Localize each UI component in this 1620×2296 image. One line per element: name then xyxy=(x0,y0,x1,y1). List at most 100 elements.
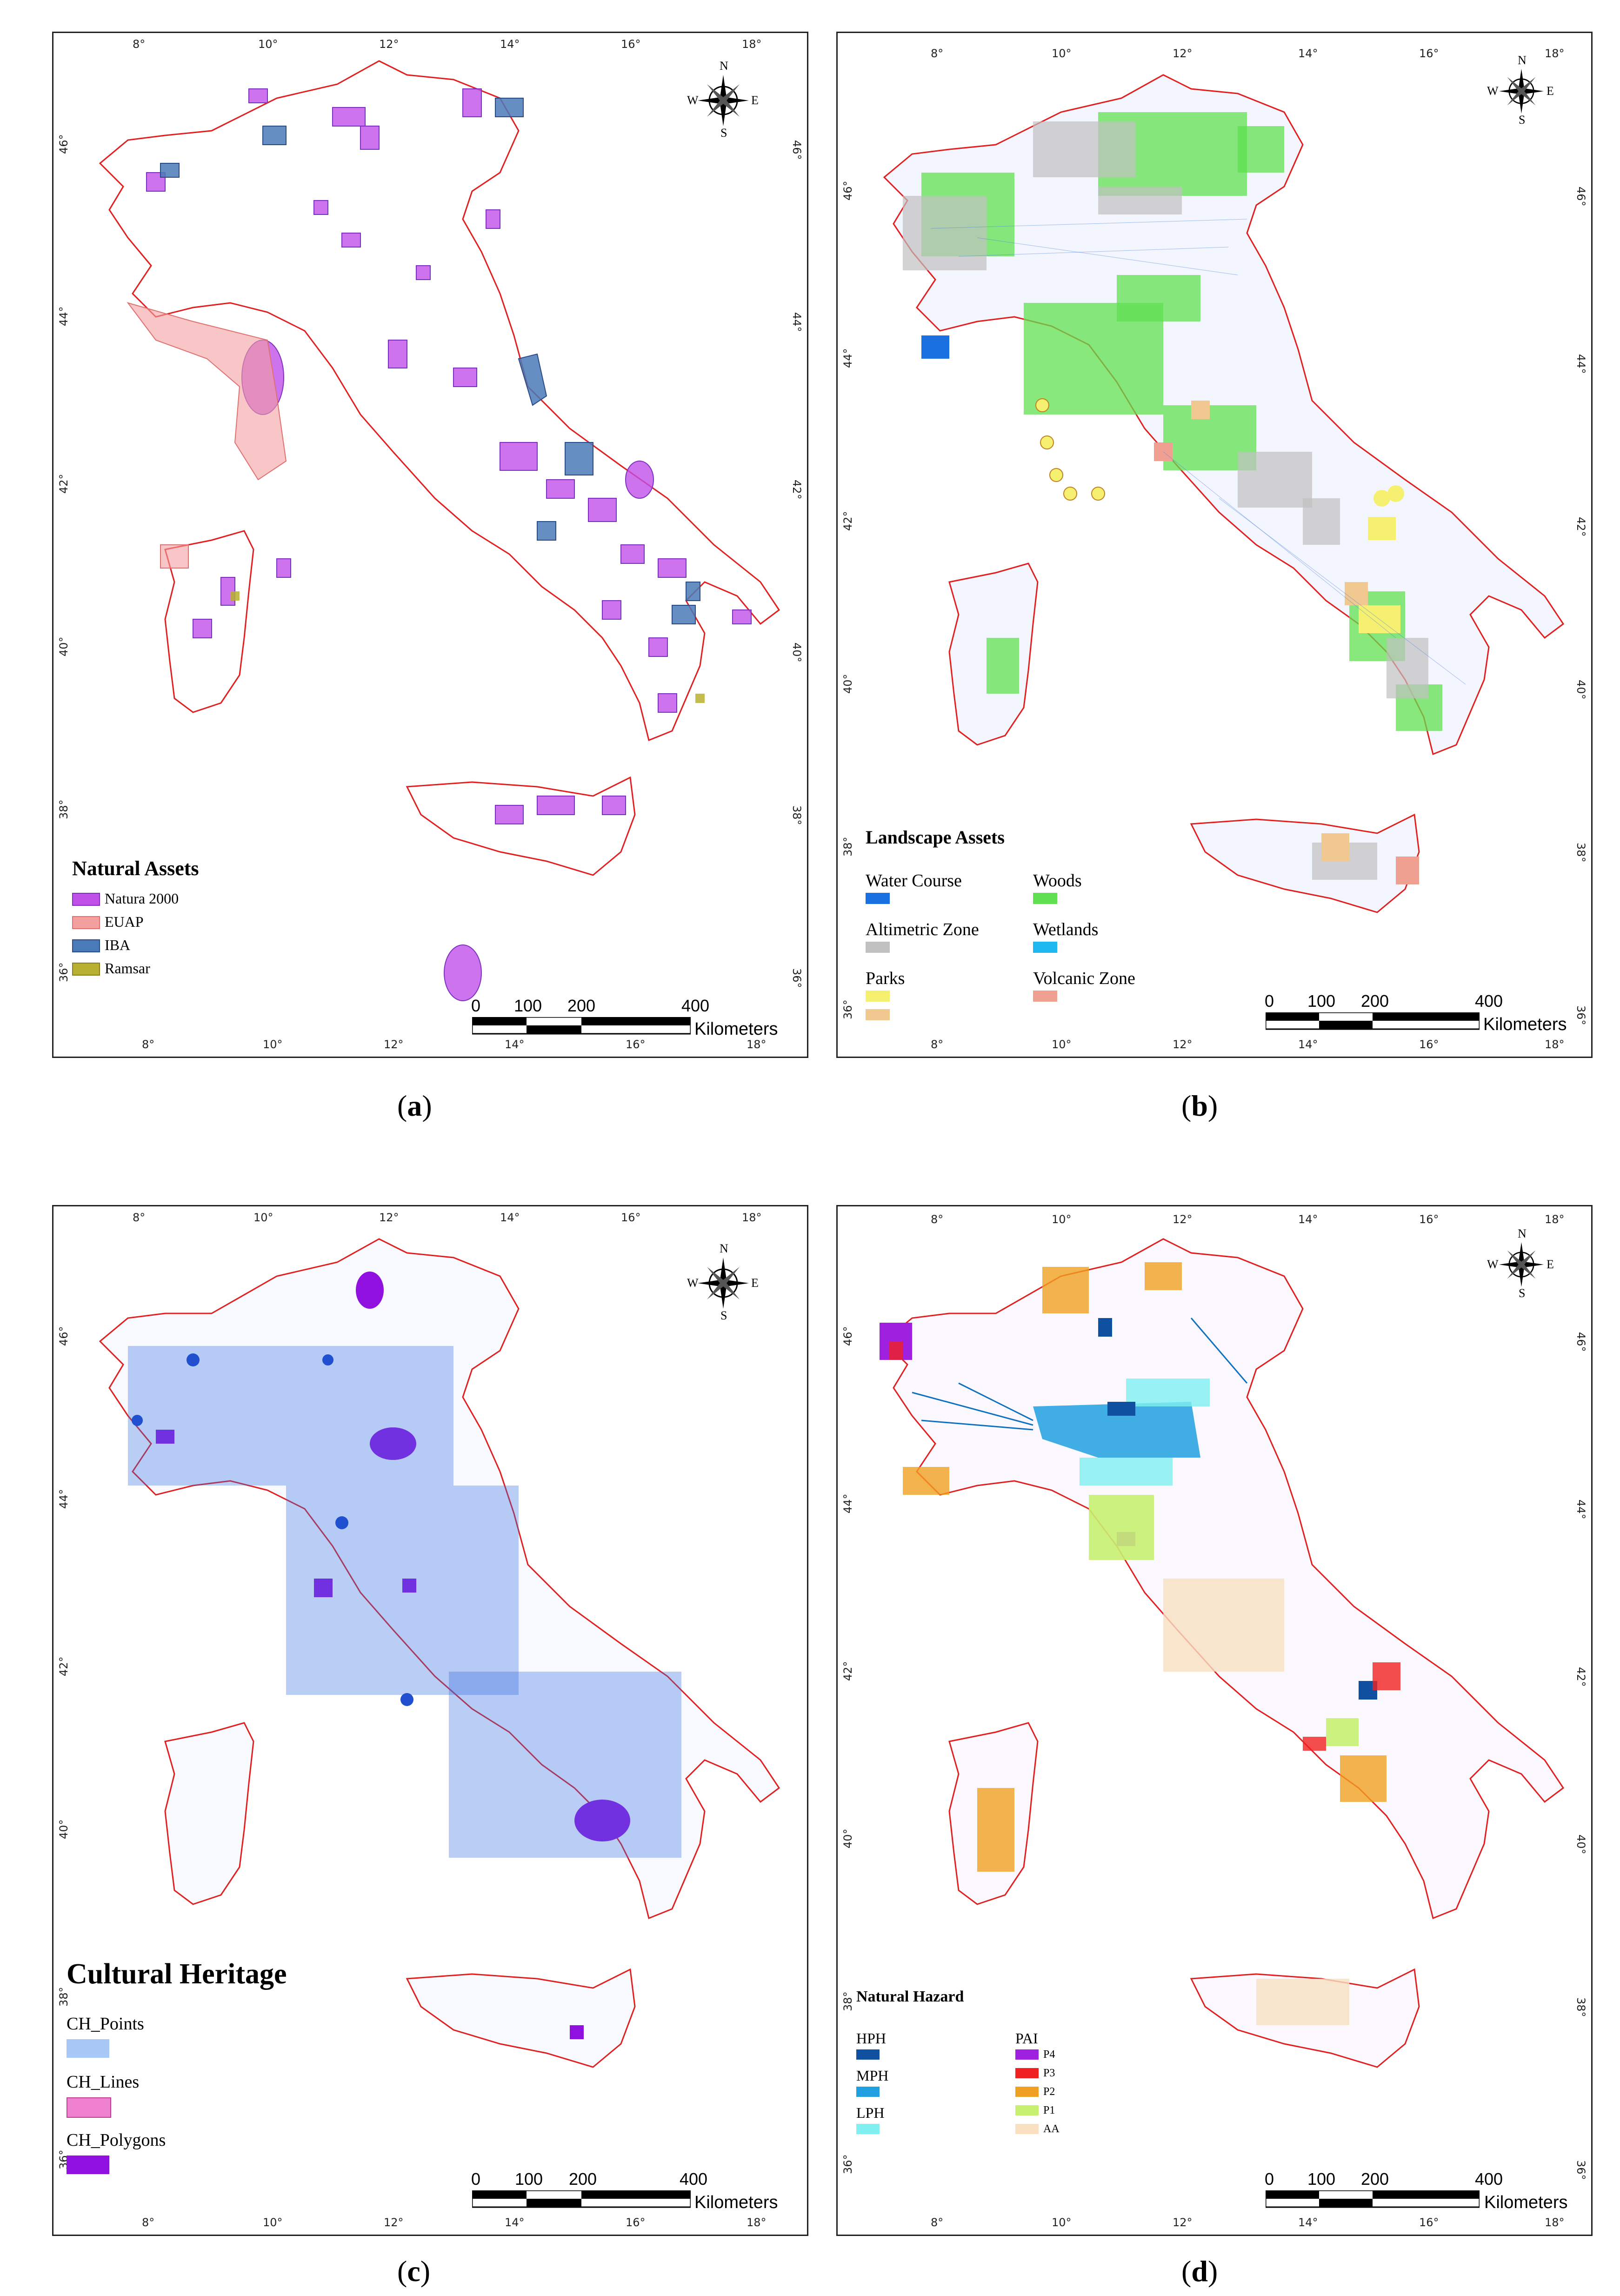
legend-swatch-ch-lines xyxy=(67,2097,111,2118)
legend-swatch-hph xyxy=(856,2049,880,2060)
legend-label: Woods xyxy=(1033,871,1082,890)
legend-swatch-parks xyxy=(866,991,890,1002)
scale-label: 0 xyxy=(1265,991,1274,1011)
scale-bar xyxy=(1266,2190,1480,2208)
scale-unit: Kilometers xyxy=(694,1019,778,1039)
compass-s: S xyxy=(720,126,727,140)
compass-n: N xyxy=(720,59,728,73)
legend-label: EUAP xyxy=(105,913,144,930)
legend-swatch-ch-points xyxy=(67,2039,109,2058)
lat-tick-right: 38° xyxy=(790,805,803,825)
compass-e: E xyxy=(1547,84,1554,98)
lon-tick-bottom: 8° xyxy=(931,2216,944,2229)
scale-label: 200 xyxy=(567,996,596,1015)
lon-tick-top: 10° xyxy=(1052,47,1072,60)
lat-tick-right: 46° xyxy=(1574,187,1587,207)
compass-e: E xyxy=(751,94,759,107)
lon-tick-bottom: 18° xyxy=(747,1038,767,1051)
scale-label: 0 xyxy=(471,996,481,1015)
legend-label: LPH xyxy=(856,2104,885,2121)
lat-tick-right: 36° xyxy=(1574,1005,1587,1025)
lon-tick-top: 14° xyxy=(500,38,520,51)
lat-tick-right: 36° xyxy=(790,968,803,988)
legend-swatch-ch-polygons xyxy=(67,2155,109,2174)
compass-s: S xyxy=(1519,1286,1526,1300)
lon-tick-top: 14° xyxy=(1298,1213,1318,1226)
lat-tick-right: 42° xyxy=(1574,1667,1587,1687)
legend-swatch-p4 xyxy=(1015,2049,1039,2060)
compass-n: N xyxy=(1518,54,1527,67)
legend-swatch-volcanic-zone xyxy=(1033,991,1057,1002)
lat-tick-right: 42° xyxy=(1574,517,1587,537)
legend-label: Natura 2000 xyxy=(105,890,179,907)
lon-tick-top: 10° xyxy=(258,38,278,51)
lon-tick-bottom: 14° xyxy=(505,2216,525,2229)
scale-label: 100 xyxy=(514,996,542,1015)
legend-label: P4 xyxy=(1043,2048,1055,2061)
lon-tick-bottom: 16° xyxy=(1419,1038,1439,1051)
lon-tick-bottom: 10° xyxy=(1052,1038,1072,1051)
lat-tick-right: 46° xyxy=(790,140,803,160)
caption-c: (c) xyxy=(397,2255,431,2288)
lon-tick-bottom: 12° xyxy=(384,1038,404,1051)
lat-tick-left: 42° xyxy=(57,1656,70,1676)
lon-tick-top: 12° xyxy=(379,1211,399,1224)
lon-tick-bottom: 10° xyxy=(1052,2216,1072,2229)
panel-a-natural-assets: 8° 10° 12° 14° 16° 18° 8° 10° 12° 14° 16… xyxy=(52,32,808,1058)
lon-tick-bottom: 16° xyxy=(626,1038,646,1051)
lon-tick-bottom: 18° xyxy=(1545,2216,1565,2229)
legend-swatch-wetlands xyxy=(1033,942,1057,953)
lat-tick-left: 42° xyxy=(841,1661,854,1681)
scale-label: 100 xyxy=(1307,991,1336,1011)
lat-tick-left: 44° xyxy=(841,1493,854,1513)
compass-n: N xyxy=(720,1242,728,1255)
legend-label: Wetlands xyxy=(1033,920,1099,939)
legend-label: P1 xyxy=(1043,2104,1055,2116)
compass-w: W xyxy=(687,1276,699,1290)
legend-label: Volcanic Zone xyxy=(1033,969,1135,988)
lon-tick-bottom: 18° xyxy=(1545,1038,1565,1051)
lon-tick-bottom: 16° xyxy=(626,2216,646,2229)
compass-rose-icon: N S W E xyxy=(686,1242,760,1323)
legend-label: AA xyxy=(1043,2123,1060,2135)
italy-map-cultural-heritage xyxy=(99,1238,780,2068)
caption-b: (b) xyxy=(1181,1089,1218,1122)
lat-tick-left: 40° xyxy=(57,636,70,656)
legend-label: HPH xyxy=(856,2030,887,2047)
lon-tick-bottom: 18° xyxy=(747,2216,767,2229)
lat-tick-right: 44° xyxy=(790,312,803,332)
lat-tick-left: 46° xyxy=(841,1326,854,1346)
lon-tick-top: 12° xyxy=(379,38,399,51)
lat-tick-left: 36° xyxy=(841,2154,854,2174)
lon-tick-top: 10° xyxy=(1052,1213,1072,1226)
lon-tick-bottom: 10° xyxy=(263,2216,283,2229)
italy-map-natural-hazard xyxy=(880,1238,1565,2068)
legend-label: MPH xyxy=(856,2067,889,2084)
lat-tick-right: 38° xyxy=(1574,843,1587,863)
legend-swatch-mph xyxy=(856,2087,880,2097)
caption-d: (d) xyxy=(1181,2255,1218,2288)
scale-label: 0 xyxy=(1265,2169,1274,2189)
lat-tick-left: 44° xyxy=(841,348,854,368)
lon-tick-top: 16° xyxy=(1419,1213,1439,1226)
legend-label: CH_Polygons xyxy=(67,2130,166,2150)
legend-title: Cultural Heritage xyxy=(67,1958,287,1990)
compass-w: W xyxy=(687,94,699,107)
lon-tick-bottom: 12° xyxy=(384,2216,404,2229)
lat-tick-left: 46° xyxy=(57,134,70,154)
legend-swatch-woods xyxy=(1033,893,1057,904)
lat-tick-left: 40° xyxy=(841,1828,854,1848)
lon-tick-top: 8° xyxy=(931,1213,944,1226)
compass-w: W xyxy=(1487,84,1499,98)
lat-tick-right: 36° xyxy=(1574,2160,1587,2180)
scale-label: 100 xyxy=(515,2169,543,2189)
caption-a: (a) xyxy=(397,1089,432,1122)
lat-tick-right: 38° xyxy=(1574,1997,1587,2017)
lat-tick-left: 36° xyxy=(841,999,854,1019)
scale-unit: Kilometers xyxy=(1483,1015,1567,1034)
lon-tick-bottom: 14° xyxy=(505,1038,525,1051)
lon-tick-bottom: 16° xyxy=(1419,2216,1439,2229)
scale-label: 200 xyxy=(1361,2169,1389,2189)
legend-swatch-ramsar xyxy=(72,963,100,976)
compass-rose-icon: N S W E xyxy=(686,59,760,140)
